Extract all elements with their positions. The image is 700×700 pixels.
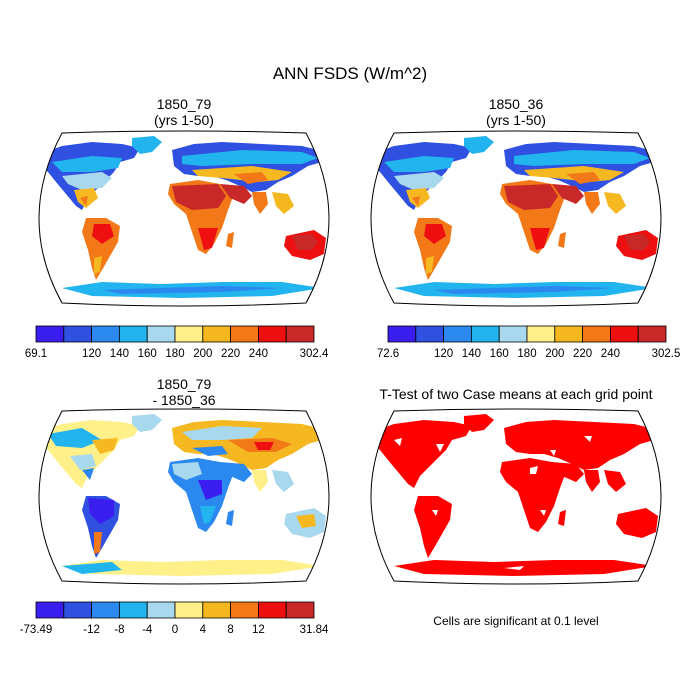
- colorbar-tick-label: 160: [138, 348, 157, 360]
- colorbar-swatch: [91, 601, 120, 619]
- colorbar-tick-label: 4: [200, 624, 207, 636]
- colorbar-swatch: [146, 601, 176, 619]
- colorbar-tick-label: 180: [517, 348, 536, 360]
- map-panel-bottom-left: [38, 408, 330, 585]
- colorbar-swatch: [257, 601, 287, 619]
- colorbar-tick-label: 140: [462, 348, 481, 360]
- colorbar-swatch: [63, 325, 92, 343]
- colorbar-tick-label: 200: [193, 348, 212, 360]
- colorbar-swatch: [257, 325, 287, 343]
- colorbar-tick-label: 220: [573, 348, 592, 360]
- colorbar-swatch: [230, 325, 259, 343]
- colorbar-tick-label: 302.4: [300, 348, 329, 360]
- map-panel-bottom-right: [370, 408, 662, 585]
- panel-title-line1: 1850_36: [488, 96, 544, 112]
- colorbar-swatch: [471, 325, 500, 343]
- map-boundary: [38, 130, 330, 307]
- panel-title-line2: - 1850_36: [152, 392, 216, 408]
- non-significant-gaps: [394, 436, 592, 570]
- panel-title-line2: (yrs 1-50): [154, 112, 214, 128]
- colorbar-swatch: [230, 601, 259, 619]
- panel-title-line1: 1850_79: [156, 376, 212, 392]
- colorbar-swatch: [63, 601, 92, 619]
- panel-title-top-left: 1850_79 (yrs 1-50): [22, 96, 346, 128]
- colorbar-swatch: [637, 325, 667, 343]
- colorbar-swatch: [443, 325, 472, 343]
- colorbar-tick-label: 72.6: [377, 348, 399, 360]
- colorbar-swatch: [35, 325, 65, 343]
- colorbar-top-left: 69.1 120 140 160 180 200 220 240 302.4: [25, 325, 329, 360]
- panel-title-line2: (yrs 1-50): [486, 112, 546, 128]
- map-panel-top-right: [370, 130, 662, 307]
- colorbar-tick-label: 8: [227, 624, 233, 636]
- map-panel-top-left: [38, 130, 330, 307]
- colorbar-tick-label: 120: [434, 348, 453, 360]
- colorbar-tick-label: -12: [83, 624, 100, 636]
- panel-title-line1: 1850_79: [156, 96, 212, 112]
- panel-title-bottom-left: 1850_79 - 1850_36: [22, 376, 346, 408]
- colorbar-tick-label: 140: [110, 348, 129, 360]
- map-boundary: [370, 130, 662, 307]
- colorbar-swatch: [415, 325, 444, 343]
- colorbar-swatch: [146, 325, 176, 343]
- colorbar-swatch: [582, 325, 611, 343]
- colorbar-tick-label: 302.5: [652, 348, 681, 360]
- colorbar-tick-label: -73.49: [20, 624, 53, 636]
- colorbar-swatch: [554, 325, 584, 343]
- significance-note: Cells are significant at 0.1 level: [433, 614, 599, 628]
- colorbar-swatch: [285, 325, 315, 343]
- colorbar-swatch: [202, 601, 232, 619]
- colorbar-swatch: [119, 601, 148, 619]
- colorbar-swatch: [387, 325, 417, 343]
- colorbar-swatch: [174, 601, 204, 619]
- colorbar-swatch: [119, 325, 148, 343]
- panel-title-top-right: 1850_36 (yrs 1-50): [354, 96, 678, 128]
- colorbar-tick-label: 12: [252, 624, 265, 636]
- colorbar-tick-label: 200: [545, 348, 564, 360]
- colorbar-tick-label: 240: [601, 348, 620, 360]
- colorbar-swatch: [174, 325, 204, 343]
- colorbar-tick-label: 31.84: [300, 624, 329, 636]
- colorbar-swatch: [202, 325, 232, 343]
- colorbar-swatch: [35, 601, 65, 619]
- colorbar-swatch: [498, 325, 528, 343]
- colorbar-tick-label: 69.1: [25, 348, 47, 360]
- colorbar-tick-label: -8: [114, 624, 124, 636]
- colorbar-tick-label: 240: [249, 348, 268, 360]
- colorbar-tick-label: -4: [142, 624, 153, 636]
- colorbar-tick-label: 180: [165, 348, 184, 360]
- colorbar-tick-label: 220: [221, 348, 240, 360]
- figure-title: ANN FSDS (W/m^2): [272, 64, 428, 83]
- colorbar-top-right: 72.6 120 140 160 180 200 220 240 302.5: [377, 325, 680, 360]
- colorbar-tick-label: 0: [172, 624, 178, 636]
- panel-title-bottom-right: T-Test of two Case means at each grid po…: [379, 386, 653, 402]
- colorbar-swatch: [609, 325, 639, 343]
- map-boundary: [370, 408, 662, 585]
- colorbar-tick-label: 160: [490, 348, 509, 360]
- colorbar-swatch: [526, 325, 556, 343]
- colorbar-tick-label: 120: [82, 348, 101, 360]
- colorbar-bottom-left: -73.49 -12 -8 -4 0 4 8 12 31.84: [20, 601, 329, 636]
- colorbar-swatch: [285, 601, 315, 619]
- colorbar-swatch: [91, 325, 120, 343]
- map-boundary: [38, 408, 330, 585]
